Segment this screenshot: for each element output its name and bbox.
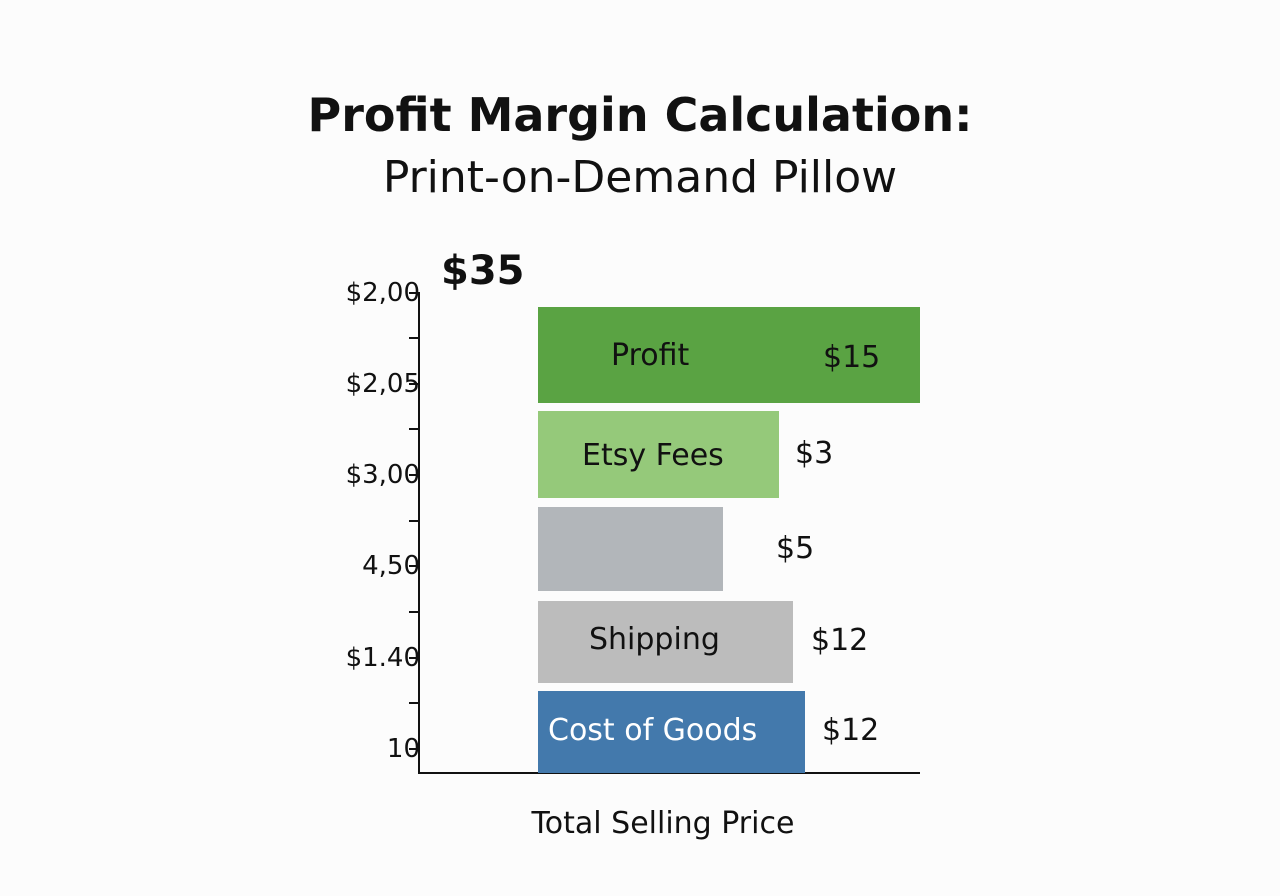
bar-shipping [538,601,793,683]
bar-label-shipping: Shipping [589,622,720,657]
bar-label-cost-of-goods: Cost of Goods [548,713,758,748]
bar-label-profit: Profit [611,338,690,373]
bar-unlabeled [538,507,723,591]
y-tick [409,611,419,613]
y-tick-label: 4,50 [362,551,420,581]
y-tick [409,565,419,567]
value-label-cost-of-goods: $12 [822,713,880,748]
y-tick [409,292,419,294]
x-axis [418,772,920,774]
value-label-etsy-fees: $3 [795,436,834,471]
y-tick-label: $1.40 [345,643,420,673]
x-axis-label: Total Selling Price [531,806,795,841]
y-tick-label: 10 [386,734,420,764]
value-label-unlabeled: $5 [776,531,815,566]
y-tick [409,657,419,659]
y-tick [409,428,419,430]
bar-cost-of-goods [538,691,805,773]
y-tick [409,520,419,522]
chart-subtitle: Print-on-Demand Pillow [382,152,898,203]
chart-title: Profit Margin Calculation: [307,88,973,142]
y-tick [409,702,419,704]
y-axis [418,292,420,774]
y-tick [409,337,419,339]
bar-label-etsy-fees: Etsy Fees [582,438,724,473]
y-tick-label: $2,00 [345,278,420,308]
value-label-shipping: $12 [811,623,869,658]
total-price-annotation: $35 [441,248,525,294]
y-tick [409,748,419,750]
y-tick [409,383,419,385]
value-label-profit: $15 [823,340,881,375]
bar-profit [538,307,920,403]
bar-etsy-fees [538,411,779,498]
y-tick-label: $3,00 [345,460,420,490]
y-tick-label: $2,05 [345,369,420,399]
y-tick [409,474,419,476]
